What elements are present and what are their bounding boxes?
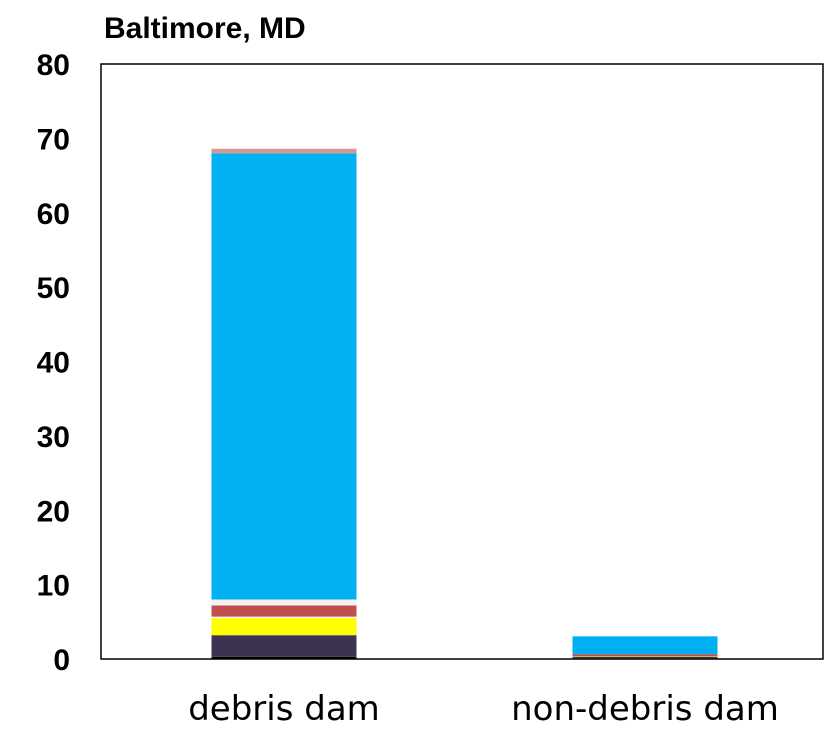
y-tick-label: 0: [53, 644, 70, 677]
bar-segment-debris-dam-5: [211, 599, 357, 606]
bar-stacks: [211, 148, 718, 659]
bar-segment-non-debris-dam-2: [572, 656, 718, 657]
bar-segment-debris-dam-2: [211, 618, 357, 636]
y-tick-label: 80: [37, 49, 70, 82]
y-tick-label: 30: [37, 421, 70, 454]
y-tick-label: 70: [37, 123, 70, 156]
y-tick-label: 60: [37, 198, 70, 231]
y-tick-label: 20: [37, 495, 70, 528]
bar-segment-debris-dam-7: [211, 148, 357, 154]
chart-title: Baltimore, MD: [104, 12, 306, 45]
bar-segment-debris-dam-0: [211, 656, 357, 659]
bar-segment-debris-dam-6: [211, 153, 357, 600]
plot-area: [100, 63, 824, 660]
bar-segment-non-debris-dam-0: [572, 658, 718, 659]
y-tick-label: 10: [37, 570, 70, 603]
x-category-label: debris dam: [188, 689, 380, 729]
y-tick-label: 50: [37, 272, 70, 305]
bar-segment-non-debris-dam-6: [572, 636, 718, 655]
bar-segment-debris-dam-3: [211, 616, 357, 619]
bar-segment-non-debris-dam-1: [572, 656, 718, 659]
x-category-label: non-debris dam: [511, 689, 779, 729]
y-axis-ticks: 0 10 20 30 40 50 60 70 80: [37, 49, 70, 677]
x-axis-categories: debris dam non-debris dam: [188, 689, 779, 729]
y-tick-label: 40: [37, 347, 70, 380]
bar-segment-non-debris-dam-4: [572, 654, 718, 657]
bar-segment-debris-dam-1: [211, 635, 357, 657]
bar-segment-debris-dam-4: [211, 605, 357, 617]
